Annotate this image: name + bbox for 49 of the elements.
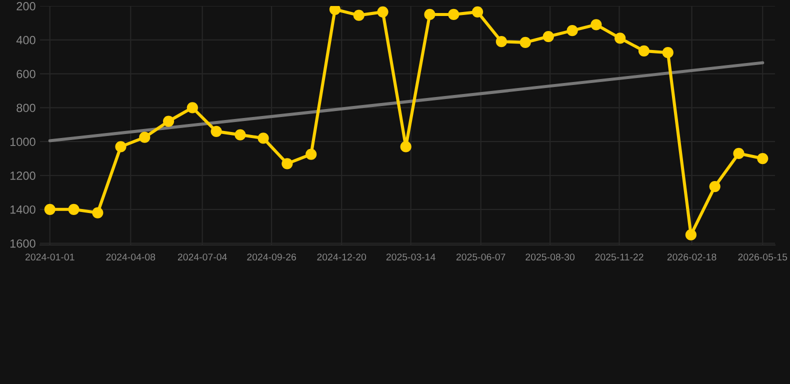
point xyxy=(282,158,293,170)
y-tick-label: 800 xyxy=(16,104,36,112)
point xyxy=(234,129,246,140)
x-tick-label: 2026-05-15 xyxy=(738,254,788,260)
x-tick-label: 2024-04-08 xyxy=(106,254,156,260)
point xyxy=(662,47,674,58)
x-tick-label: 2024-07-04 xyxy=(178,254,227,260)
x-tick-label: 2024-12-20 xyxy=(317,254,366,260)
point xyxy=(496,36,507,48)
point xyxy=(92,207,104,218)
point xyxy=(472,6,484,18)
point xyxy=(162,116,174,127)
point xyxy=(638,45,650,56)
y-tick-label: 200 xyxy=(16,2,36,10)
x-tick-label: 2024-09-26 xyxy=(247,254,296,260)
point xyxy=(68,204,80,215)
point xyxy=(685,229,697,240)
point xyxy=(566,25,578,36)
point xyxy=(44,204,56,215)
x-tick-label: 2025-03-14 xyxy=(386,254,436,260)
point xyxy=(115,141,126,152)
point xyxy=(590,19,602,30)
x-tick-label: 2025-08-30 xyxy=(526,254,575,260)
point xyxy=(520,36,531,48)
y-tick-label: 1200 xyxy=(10,172,36,180)
point xyxy=(709,180,720,192)
point xyxy=(542,30,554,42)
point xyxy=(614,32,626,44)
point xyxy=(733,148,744,160)
y-tick-label: 1000 xyxy=(10,138,36,146)
y-tick-label: 400 xyxy=(16,36,36,44)
y-tick-label: 1400 xyxy=(10,205,36,214)
x-tick-label: 2025-06-07 xyxy=(456,254,506,260)
x-tick-label: 2026-02-18 xyxy=(667,254,716,260)
point xyxy=(400,141,412,152)
point xyxy=(210,126,222,137)
point xyxy=(258,132,269,144)
y-tick-label: 1600 xyxy=(10,239,36,248)
y-tick-label: 600 xyxy=(16,70,36,78)
point xyxy=(757,152,768,164)
point xyxy=(353,10,364,21)
point xyxy=(377,6,388,18)
point xyxy=(306,148,317,160)
point xyxy=(424,8,436,20)
point xyxy=(139,132,150,143)
point xyxy=(448,8,460,20)
x-tick-label: 2025-11-22 xyxy=(595,254,644,260)
x-tick-label: 2024-01-01 xyxy=(26,254,74,260)
point xyxy=(186,102,198,114)
